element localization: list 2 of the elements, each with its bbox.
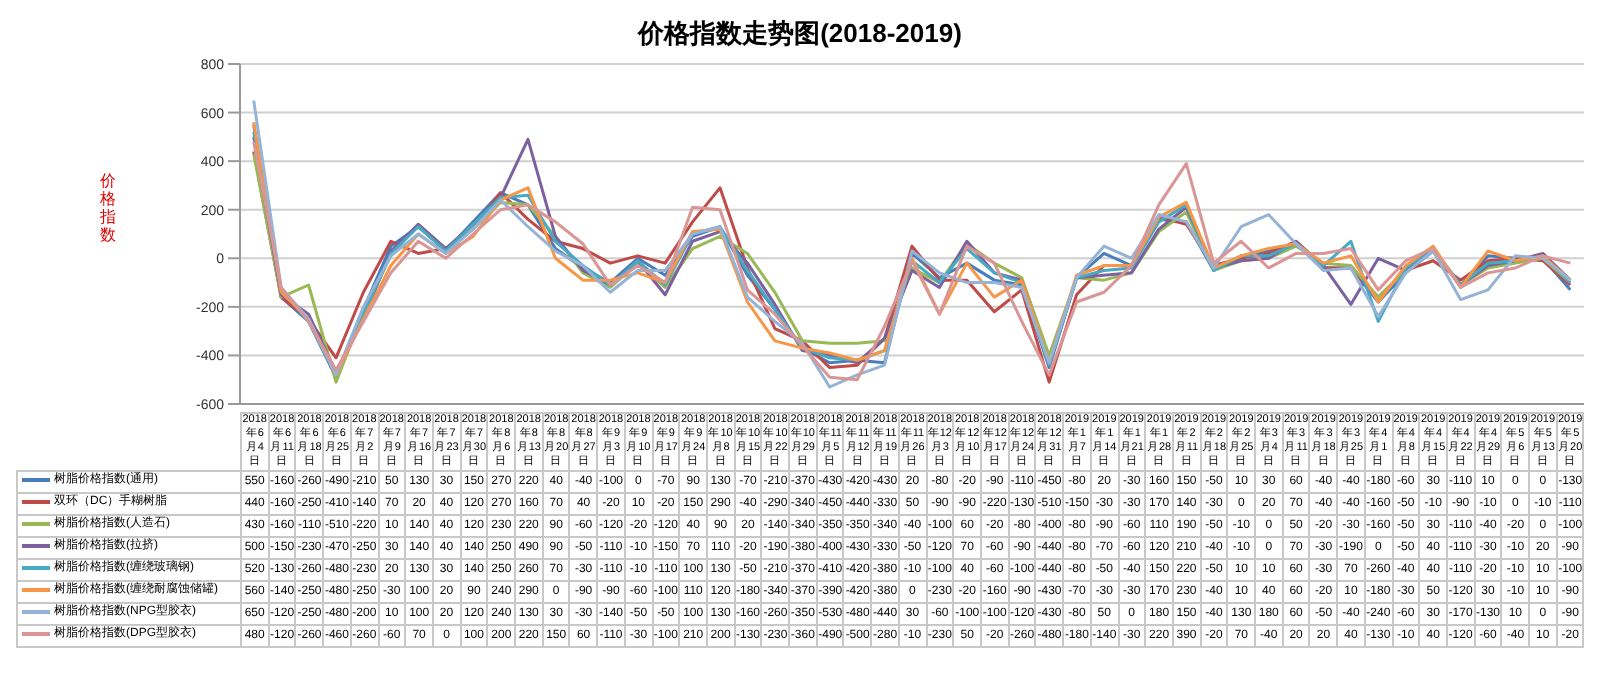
chart-title: 价格指数走势图(2018-2019) bbox=[635, 16, 964, 52]
y-axis-title: 价格指数 bbox=[100, 172, 118, 244]
